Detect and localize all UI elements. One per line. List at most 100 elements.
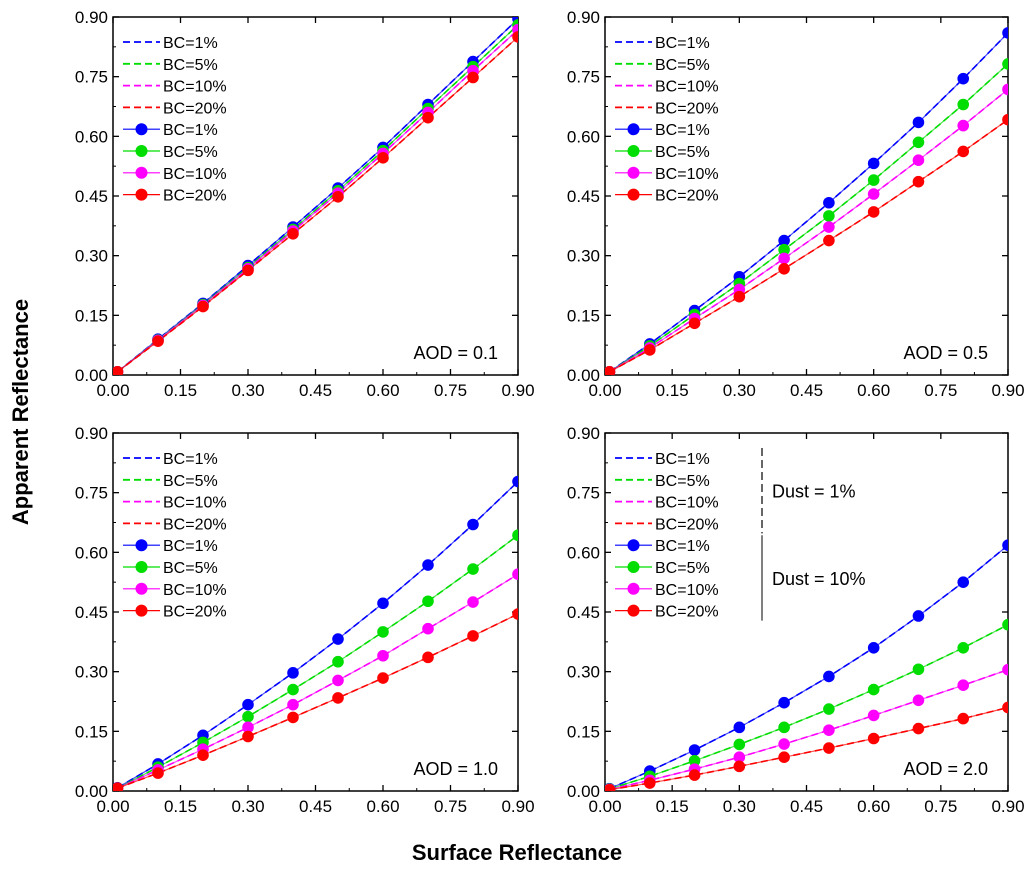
legend: BC=1% BC=5% BC=10% BC=20% BC=1% BC=5% BC=10% BC… xyxy=(123,451,227,621)
x-tick-label: 0.00 xyxy=(588,381,621,400)
legend-marker xyxy=(135,539,148,552)
y-tick-label: 0.45 xyxy=(567,187,600,206)
legend-marker xyxy=(627,604,640,617)
y-tick-label: 0.60 xyxy=(75,543,108,562)
x-tick-label: 0.60 xyxy=(857,381,890,400)
legend-label: BC=5% xyxy=(655,560,710,577)
data-point xyxy=(605,366,616,375)
legend-marker xyxy=(627,539,640,552)
y-tick-label: 0.90 xyxy=(75,424,108,443)
data-point xyxy=(823,196,835,209)
legend-label: BC=20% xyxy=(655,604,719,621)
data-point xyxy=(1002,539,1008,551)
data-point xyxy=(287,683,299,696)
panels: 0.00 0.15 0.30 0.45 0.60 0.75 0.90 0.00 0.15 0.30… xyxy=(75,8,1025,816)
x-tick-label: 0.15 xyxy=(656,381,689,400)
legend-label: BC=10% xyxy=(655,79,719,96)
series-dashed-BC=20% xyxy=(609,706,1008,791)
data-point xyxy=(1002,663,1008,676)
x-tick-label: 0.15 xyxy=(656,797,689,816)
x-tick-label: 0.45 xyxy=(790,797,823,816)
x-tick-label: 0.60 xyxy=(366,797,399,816)
data-point xyxy=(867,157,880,170)
data-point xyxy=(1002,58,1008,70)
dust-label: Dust = 1% xyxy=(772,482,856,502)
legend-marker xyxy=(627,145,640,157)
x-axis-title: Surface Reflectance xyxy=(412,840,622,865)
data-point xyxy=(688,754,701,767)
y-tick-label: 0.00 xyxy=(567,366,600,385)
series-layer xyxy=(605,27,1008,375)
data-point xyxy=(643,777,656,789)
series-line-BC=5% xyxy=(609,63,1008,373)
data-point xyxy=(605,784,616,791)
data-point xyxy=(957,72,970,85)
data-point xyxy=(733,738,746,751)
x-tick-label: 0.60 xyxy=(857,797,890,816)
y-tick-label: 0.15 xyxy=(567,722,600,741)
panel-4: 0.00 0.15 0.30 0.45 0.60 0.75 0.90 0.00 0.15 0.30… xyxy=(567,424,1025,816)
y-axis-title: Apparent Reflectance xyxy=(8,299,33,525)
panel-3: 0.00 0.15 0.30 0.45 0.60 0.75 0.90 0.00 0.15 0.30… xyxy=(75,424,535,816)
y-tick-label: 0.45 xyxy=(567,603,600,622)
data-point xyxy=(957,145,970,158)
legend-label: BC=10% xyxy=(163,495,227,512)
data-point xyxy=(242,710,254,723)
x-tick-label: 0.30 xyxy=(723,381,756,400)
legend-label: BC=5% xyxy=(163,473,218,490)
series-dashed-BC=10% xyxy=(117,573,518,789)
data-point xyxy=(197,300,209,313)
series-layer xyxy=(605,539,1008,791)
y-tick-label: 0.90 xyxy=(567,8,600,27)
data-point xyxy=(197,749,209,761)
x-tick-label: 0.90 xyxy=(991,381,1024,400)
legend-label: BC=5% xyxy=(163,57,218,74)
data-point xyxy=(422,111,434,124)
series-dashed-BC=5% xyxy=(117,534,518,789)
data-point xyxy=(957,119,970,132)
data-point xyxy=(467,630,479,642)
legend-label: BC=1% xyxy=(163,451,218,468)
y-tick-label: 0.45 xyxy=(75,603,108,622)
x-tick-label: 0.75 xyxy=(924,797,957,816)
legend-label: BC=1% xyxy=(655,122,710,139)
data-point xyxy=(512,31,518,43)
legend-label: BC=5% xyxy=(163,144,218,161)
data-point xyxy=(1002,701,1008,714)
x-tick-label: 0.75 xyxy=(434,381,467,400)
data-point xyxy=(823,221,835,233)
data-point xyxy=(467,563,479,575)
data-point xyxy=(912,175,925,188)
legend: BC=1% BC=5% BC=10% BC=20% BC=1% BC=5% BC=10% BC… xyxy=(615,35,719,205)
data-point xyxy=(242,264,254,277)
legend-label: BC=20% xyxy=(655,516,719,533)
y-tick-label: 0.15 xyxy=(75,306,108,325)
legend-label: BC=1% xyxy=(655,35,710,52)
data-point xyxy=(867,642,880,654)
legend: BC=1% BC=5% BC=10% BC=20% BC=1% BC=5% BC=10% BC… xyxy=(615,448,866,621)
y-tick-label: 0.30 xyxy=(75,247,108,266)
data-point xyxy=(1002,83,1008,96)
legend-label: BC=1% xyxy=(655,538,710,555)
data-point xyxy=(422,595,434,608)
x-tick-label: 0.75 xyxy=(924,381,957,400)
legend-marker xyxy=(627,561,640,573)
data-point xyxy=(823,210,835,222)
data-point xyxy=(867,732,880,745)
data-point xyxy=(467,71,479,84)
y-tick-label: 0.60 xyxy=(567,127,600,146)
x-tick-label: 0.45 xyxy=(790,381,823,400)
data-point xyxy=(778,738,790,750)
data-point xyxy=(823,703,835,715)
y-tick-label: 0.30 xyxy=(567,247,600,266)
data-point xyxy=(733,760,746,773)
series-dashed-BC=20% xyxy=(117,613,518,789)
legend-marker xyxy=(135,166,148,179)
series-dashed-BC=10% xyxy=(609,88,1008,373)
series-layer xyxy=(113,475,518,791)
data-point xyxy=(377,672,389,684)
data-point xyxy=(912,154,925,166)
data-point xyxy=(422,651,434,664)
panel-2: 0.00 0.15 0.30 0.45 0.60 0.75 0.90 0.00 0.15 0.30… xyxy=(567,8,1025,400)
x-tick-label: 0.30 xyxy=(231,797,264,816)
